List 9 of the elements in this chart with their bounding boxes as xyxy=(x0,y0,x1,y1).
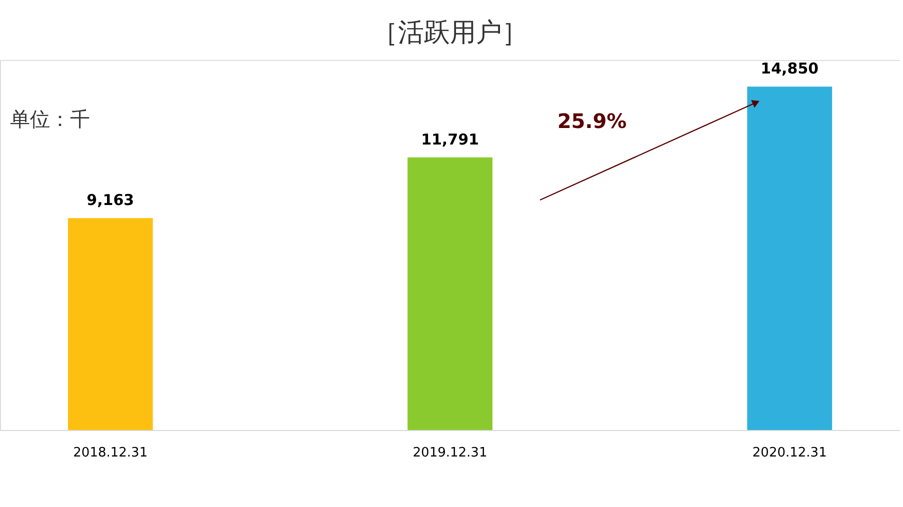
chart-title: ［活跃用户］ xyxy=(372,18,528,48)
x-tick-label: 2020.12.31 xyxy=(752,446,827,460)
data-label: 9,163 xyxy=(86,191,134,210)
annotation: 单位：千 xyxy=(10,107,90,131)
x-tick-label: 2019.12.31 xyxy=(412,446,488,460)
data-label: 14,850 xyxy=(760,60,819,78)
annotation: 25.9% xyxy=(557,109,627,133)
x-tick-label: 2018.12.31 xyxy=(73,446,148,460)
data-label: 11,791 xyxy=(421,130,479,148)
